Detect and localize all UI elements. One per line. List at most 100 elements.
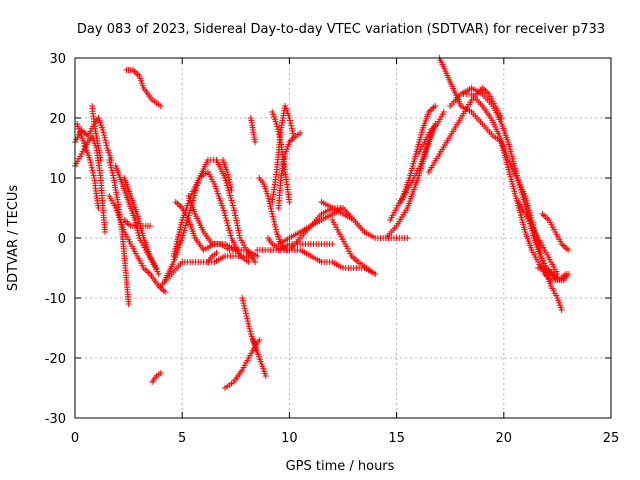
data-point-marker bbox=[245, 323, 252, 330]
data-point-marker bbox=[288, 125, 295, 132]
data-point-marker bbox=[273, 121, 280, 127]
data-point-marker bbox=[109, 172, 116, 179]
data-point-marker bbox=[107, 162, 114, 169]
data-point-marker bbox=[87, 157, 94, 163]
data-point-marker bbox=[132, 217, 139, 223]
data-marks bbox=[72, 55, 572, 391]
series-track-07 bbox=[112, 163, 162, 277]
data-point-marker bbox=[225, 174, 232, 181]
data-point-marker bbox=[227, 184, 234, 191]
series-track-41 bbox=[457, 91, 567, 283]
data-point-marker bbox=[276, 133, 283, 140]
data-point-marker bbox=[266, 200, 273, 207]
data-point-marker bbox=[125, 301, 132, 307]
data-point-marker bbox=[270, 216, 277, 223]
data-point-marker bbox=[554, 271, 561, 277]
data-point-marker bbox=[266, 198, 273, 205]
data-point-marker bbox=[271, 221, 278, 228]
data-point-marker bbox=[109, 169, 116, 176]
data-point-marker bbox=[288, 122, 295, 129]
data-point-marker bbox=[133, 222, 140, 229]
series-track-42 bbox=[515, 199, 561, 277]
data-point-marker bbox=[268, 208, 275, 215]
y-tick-label: -30 bbox=[45, 412, 66, 427]
data-point-marker bbox=[147, 223, 154, 229]
data-point-marker bbox=[267, 203, 274, 210]
series-track-06 bbox=[106, 193, 169, 295]
data-point-marker bbox=[432, 103, 439, 109]
x-tick-label: 15 bbox=[388, 431, 405, 446]
data-point-marker bbox=[106, 159, 113, 166]
series-track-11 bbox=[149, 370, 164, 385]
y-tick-label: 30 bbox=[49, 52, 66, 67]
data-point-marker bbox=[132, 219, 139, 226]
series-track-37 bbox=[415, 109, 447, 157]
data-point-marker bbox=[102, 229, 109, 235]
series-track-43 bbox=[539, 211, 572, 253]
data-point-marker bbox=[157, 370, 164, 376]
data-point-marker bbox=[286, 199, 293, 205]
data-point-marker bbox=[269, 213, 276, 220]
data-point-marker bbox=[242, 307, 249, 314]
series-track-20 bbox=[239, 295, 261, 355]
data-point-marker bbox=[245, 320, 252, 327]
x-tick-label: 10 bbox=[281, 431, 298, 446]
series-track-03 bbox=[74, 121, 102, 211]
data-point-marker bbox=[262, 373, 269, 379]
axis-ticks: 0 5 10 15 20 25 -30 -20 -10 0 10 20 30 bbox=[45, 52, 620, 446]
data-point-marker bbox=[252, 139, 259, 145]
series-track-33 bbox=[329, 217, 379, 277]
data-point-marker bbox=[88, 162, 95, 169]
data-point-marker bbox=[268, 205, 275, 212]
data-point-marker bbox=[297, 130, 304, 136]
chart-title: Day 083 of 2023, Sidereal Day-to-day VTE… bbox=[77, 22, 605, 37]
series-track-14 bbox=[170, 169, 252, 265]
data-point-marker bbox=[87, 159, 94, 166]
series-track-15 bbox=[172, 199, 261, 259]
data-point-marker bbox=[287, 117, 294, 124]
data-point-marker bbox=[90, 172, 97, 179]
data-point-marker bbox=[256, 337, 263, 343]
y-tick-label: -10 bbox=[45, 292, 66, 307]
data-point-marker bbox=[252, 259, 259, 265]
data-point-marker bbox=[213, 250, 220, 256]
data-point-marker bbox=[224, 169, 231, 175]
data-point-marker bbox=[246, 325, 253, 332]
data-point-marker bbox=[329, 241, 336, 247]
data-point-marker bbox=[290, 130, 297, 137]
y-axis-label: SDTVAR / TECUs bbox=[6, 185, 21, 292]
data-point-marker bbox=[254, 253, 261, 259]
data-point-marker bbox=[286, 115, 293, 121]
data-point-marker bbox=[243, 313, 250, 319]
data-point-marker bbox=[234, 247, 241, 253]
data-point-marker bbox=[245, 259, 252, 265]
data-point-marker bbox=[242, 310, 249, 317]
data-point-marker bbox=[101, 132, 108, 139]
data-point-marker bbox=[264, 193, 271, 199]
data-point-marker bbox=[289, 127, 296, 134]
data-point-marker bbox=[241, 302, 248, 309]
data-point-marker bbox=[244, 315, 251, 322]
series-track-40 bbox=[447, 85, 569, 283]
data-point-marker bbox=[95, 205, 102, 211]
data-point-marker bbox=[97, 157, 104, 163]
data-point-marker bbox=[88, 164, 95, 171]
y-tick-label: -20 bbox=[45, 352, 66, 367]
series-track-04 bbox=[89, 103, 104, 163]
data-point-marker bbox=[226, 179, 233, 186]
data-point-marker bbox=[224, 171, 231, 178]
data-point-marker bbox=[153, 265, 160, 271]
data-point-marker bbox=[272, 223, 279, 230]
data-point-marker bbox=[277, 136, 284, 143]
data-point-marker bbox=[162, 289, 169, 295]
series-track-29 bbox=[254, 241, 336, 253]
data-point-marker bbox=[157, 103, 164, 109]
data-point-marker bbox=[108, 167, 115, 174]
data-point-marker bbox=[101, 134, 108, 141]
series-track-44 bbox=[535, 265, 572, 283]
series-track-12 bbox=[157, 253, 256, 289]
data-point-marker bbox=[240, 300, 247, 307]
data-point-marker bbox=[228, 187, 235, 193]
series-track-02 bbox=[72, 133, 109, 235]
